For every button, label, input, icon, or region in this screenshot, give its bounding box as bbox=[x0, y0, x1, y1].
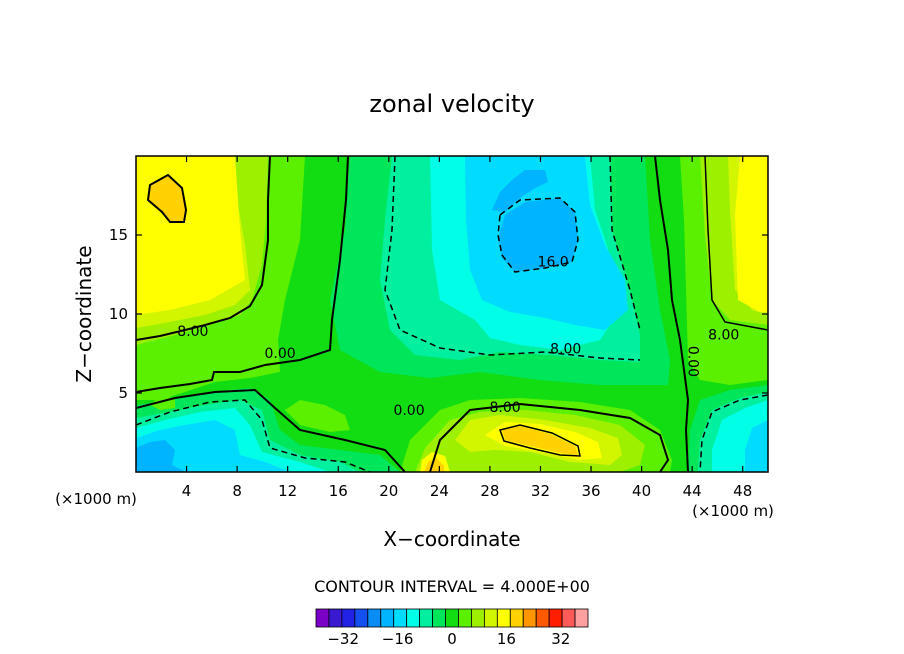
contour-interval-label: CONTOUR INTERVAL = 4.000E+00 bbox=[314, 577, 590, 596]
x-tick-label: 8 bbox=[232, 482, 242, 500]
plot-area: 8.00 0.00 16.0 8.00 8.00 0.00 0.00 8.00 bbox=[136, 156, 768, 472]
contour-fill-p16-right bbox=[735, 156, 768, 312]
contour-line-zero-left bbox=[136, 156, 349, 393]
contour-label: 0.00 bbox=[265, 346, 296, 362]
contour-line-8-right bbox=[704, 156, 768, 331]
contour-label: 0.00 bbox=[684, 346, 700, 377]
colorbar-swatch bbox=[535, 608, 550, 628]
contour-label: 8.00 bbox=[550, 342, 581, 358]
contour-fill-n20-top bbox=[492, 170, 548, 212]
x-unit-right: (×1000 m) bbox=[692, 502, 774, 520]
colorbar-tick-label: −32 bbox=[327, 630, 359, 648]
x-tick-label: 48 bbox=[733, 482, 752, 500]
contour-line-n8-bl bbox=[136, 399, 371, 472]
colorbar-swatch bbox=[432, 608, 446, 628]
colorbar-tick-label: −16 bbox=[382, 630, 414, 648]
colorbar-swatch bbox=[509, 608, 524, 628]
colorbar-swatch bbox=[458, 608, 472, 628]
contour-fill-n20-bl bbox=[136, 440, 186, 472]
x-tick-label: 4 bbox=[182, 482, 192, 500]
contour-line-upper-left-blob bbox=[146, 173, 188, 223]
colorbar: −32 −16 0 16 32 bbox=[315, 608, 589, 648]
colorbar-swatch bbox=[471, 608, 485, 628]
x-tick-label: 16 bbox=[329, 482, 348, 500]
colorbar-swatch bbox=[522, 608, 537, 628]
contour-label: 16.0 bbox=[538, 255, 569, 271]
contour-line-n8-mid bbox=[384, 156, 641, 361]
x-tick-label: 44 bbox=[683, 482, 702, 500]
y-axis: 5 10 15 bbox=[109, 226, 768, 402]
x-axis: 4 8 12 16 20 24 28 32 36 40 44 48 bbox=[182, 156, 752, 500]
colorbar-swatch bbox=[393, 608, 408, 628]
colorbar-swatch bbox=[328, 608, 343, 628]
colorbar-swatch bbox=[380, 608, 395, 628]
x-tick-label: 20 bbox=[379, 482, 398, 500]
x-tick-label: 12 bbox=[278, 482, 297, 500]
contour-line-8-left bbox=[136, 156, 271, 341]
colorbar-swatch bbox=[483, 608, 498, 628]
contour-fill-p4-patch-a bbox=[285, 400, 350, 432]
contour-line-zero-bottom bbox=[136, 388, 406, 472]
contour-fill-p20-left bbox=[148, 175, 186, 222]
contour-label: 8.00 bbox=[490, 400, 521, 416]
contour-label: 8.00 bbox=[177, 324, 208, 340]
colorbar-swatch bbox=[354, 608, 369, 628]
contour-line-n8-upper bbox=[609, 156, 641, 331]
colorbar-tick-label: 0 bbox=[447, 630, 457, 648]
colorbar-swatch bbox=[548, 608, 563, 628]
colorbar-swatch bbox=[496, 608, 511, 628]
colorbar-swatch bbox=[561, 608, 576, 628]
x-tick-label: 32 bbox=[531, 482, 550, 500]
contour-line-8-bm bbox=[429, 402, 670, 472]
x-unit-left: (×1000 m) bbox=[55, 490, 137, 508]
y-tick-label: 5 bbox=[118, 384, 128, 402]
x-axis-label: X−coordinate bbox=[383, 527, 520, 551]
contour-fill-p20-bm bbox=[502, 426, 578, 455]
colorbar-swatch bbox=[419, 608, 433, 628]
contour-label: 8.00 bbox=[708, 327, 739, 343]
colorbar-swatch bbox=[367, 608, 382, 628]
x-tick-label: 28 bbox=[480, 482, 499, 500]
colorbar-swatch bbox=[445, 608, 459, 628]
contour-labels: 8.00 0.00 16.0 8.00 8.00 0.00 0.00 8.00 bbox=[177, 255, 739, 420]
contour-fill-n16-bl bbox=[136, 420, 290, 472]
colorbar-tick-label: 16 bbox=[497, 630, 516, 648]
chart-title: zonal velocity bbox=[369, 90, 534, 118]
contour-line-n16-mid bbox=[497, 197, 579, 273]
contour-fill-n16-br bbox=[745, 420, 768, 472]
colorbar-tick-label: 32 bbox=[551, 630, 570, 648]
colorbar-swatch bbox=[315, 608, 330, 628]
colorbar-swatch bbox=[574, 608, 589, 628]
y-axis-label: Z−coordinate bbox=[72, 245, 96, 382]
colorbar-swatch bbox=[341, 608, 356, 628]
contour-line-zero-right bbox=[654, 156, 690, 472]
x-tick-label: 36 bbox=[581, 482, 600, 500]
x-tick-label: 40 bbox=[632, 482, 651, 500]
y-tick-label: 15 bbox=[109, 226, 128, 244]
colorbar-swatch bbox=[406, 608, 421, 628]
contour-fill-n20-mid bbox=[498, 198, 578, 272]
x-tick-label: 24 bbox=[430, 482, 449, 500]
contour-label: 0.00 bbox=[393, 403, 424, 419]
contour-line-16-bm bbox=[499, 424, 581, 457]
contour-lines bbox=[136, 156, 768, 472]
y-tick-label: 10 bbox=[109, 305, 128, 323]
